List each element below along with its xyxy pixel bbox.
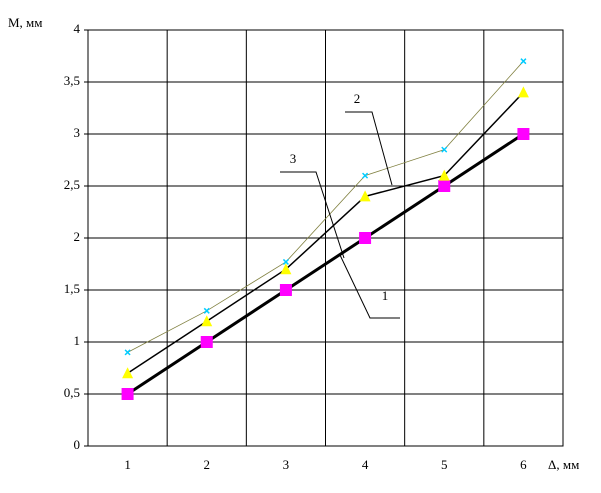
series-line: [126, 132, 525, 396]
marker: [359, 232, 372, 244]
x-tick-label: 5: [441, 457, 448, 472]
marker: [121, 388, 134, 400]
x-tick-label: 6: [520, 457, 527, 472]
marker: [122, 367, 134, 379]
marker: [438, 180, 451, 192]
series-label: 2: [354, 91, 361, 106]
marker: [200, 336, 213, 348]
marker: [441, 146, 448, 153]
marker: [359, 190, 371, 202]
marker: [362, 172, 369, 179]
y-tick-label: 0: [74, 437, 81, 452]
marker: [438, 169, 450, 181]
y-tick-label: 3,5: [64, 73, 80, 88]
y-axis-label: M, мм: [8, 15, 43, 30]
x-tick-label: 1: [124, 457, 131, 472]
marker: [280, 263, 292, 275]
marker: [279, 284, 292, 296]
y-tick-label: 2,5: [64, 177, 80, 192]
series-label: 3: [290, 151, 297, 166]
leader-line: [280, 171, 345, 259]
y-tick-label: 1,5: [64, 281, 80, 296]
x-axis-label: Δ, мм: [548, 457, 579, 472]
x-tick-label: 2: [204, 457, 211, 472]
plot-frame: [87, 29, 564, 447]
y-tick-label: 3: [74, 125, 81, 140]
marker: [124, 349, 131, 356]
series-line: [127, 60, 524, 353]
leader-line: [345, 111, 393, 186]
y-tick-label: 1: [74, 333, 81, 348]
marker: [282, 258, 289, 265]
x-tick-label: 3: [283, 457, 290, 472]
x-tick-label: 4: [362, 457, 369, 472]
marker: [517, 128, 530, 140]
leader-line: [339, 254, 400, 319]
y-tick-label: 4: [74, 21, 81, 36]
series-label: 1: [382, 288, 389, 303]
y-tick-label: 2: [74, 229, 81, 244]
series-line: [127, 91, 524, 374]
marker: [517, 86, 529, 98]
y-tick-label: 0,5: [64, 385, 80, 400]
marker: [520, 58, 527, 65]
marker: [203, 307, 210, 314]
marker: [201, 315, 213, 327]
